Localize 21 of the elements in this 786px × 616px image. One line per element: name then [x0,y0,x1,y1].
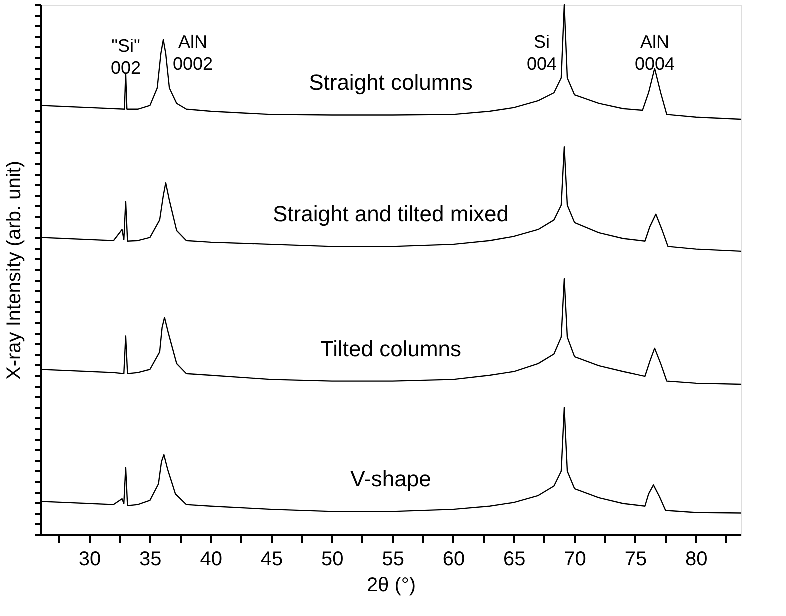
x-tick-label: 55 [382,548,404,570]
series-label: Straight columns [309,70,473,96]
x-tick-label: 30 [78,548,102,570]
series-label: Tilted columns [320,336,462,362]
series-label: Straight and tilted mixed [272,202,510,227]
x-tick-label: 50 [322,548,344,570]
series-label: V-shape [350,466,432,492]
x-tick-label: 80 [685,548,708,570]
x-tick-label: 70 [564,548,586,570]
annotation: AlN 0004 [634,32,676,74]
x-tick-label: 75 [624,548,648,570]
annotation: Si 004 [526,32,558,74]
x-tick-label: 60 [442,548,466,570]
x-axis-title: 2θ (°) [366,574,416,596]
y-axis-title: X-ray Intensity (arb. unit) [4,161,26,380]
x-tick-label: 35 [140,548,162,570]
x-tick-label: 65 [504,548,526,570]
x-tick-label: 40 [200,548,222,570]
annotation: AlN 0002 [172,32,214,74]
x-tick-label: 45 [260,548,284,570]
annotation: "Si" 002 [110,36,142,78]
